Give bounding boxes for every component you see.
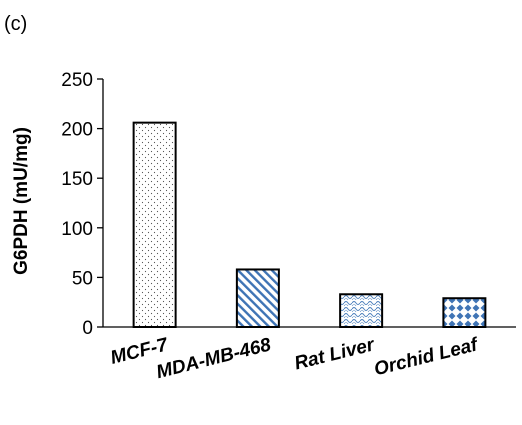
panel-label: (c)	[4, 13, 27, 35]
bar-rat-liver	[339, 293, 384, 329]
y-axis-title: G6PDH (mU/mg)	[11, 127, 32, 275]
x-tick-label: Rat Liver	[292, 334, 378, 374]
bar-orchid-leaf	[442, 297, 487, 328]
y-axis-ticks: 0 50 100 150 200 250	[61, 70, 103, 339]
y-tick-label: 50	[72, 268, 93, 289]
y-tick-label: 150	[61, 169, 93, 190]
y-tick-label: 250	[61, 70, 93, 91]
bar-mda-mb-468	[235, 268, 280, 328]
y-tick-label: 200	[61, 120, 93, 141]
x-tick-label: Orchid Leaf	[372, 334, 481, 380]
bar-mcf-7	[132, 121, 177, 329]
bars-group	[132, 121, 487, 329]
y-tick-label: 100	[61, 219, 93, 240]
y-tick-label: 0	[82, 318, 93, 339]
x-tick-label: MDA-MB-468	[154, 334, 273, 383]
